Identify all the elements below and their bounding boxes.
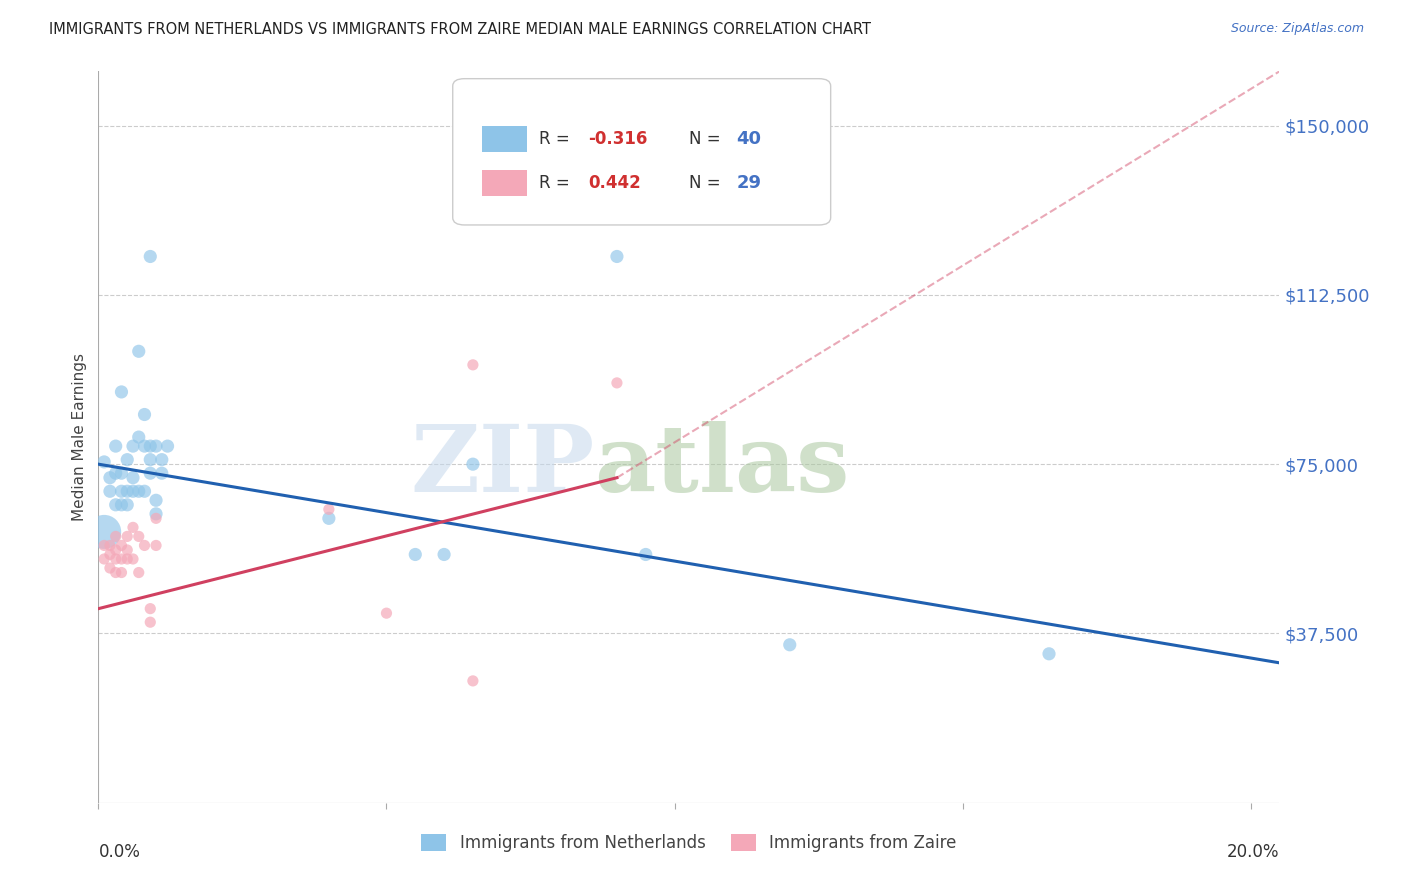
Text: Source: ZipAtlas.com: Source: ZipAtlas.com	[1230, 22, 1364, 36]
Point	[150, 466, 173, 480]
Point	[110, 552, 132, 566]
Point	[122, 471, 145, 485]
Point	[115, 552, 138, 566]
Point	[606, 250, 628, 264]
Point	[98, 484, 121, 499]
Point	[128, 484, 150, 499]
Text: 29: 29	[737, 174, 761, 192]
Point	[461, 358, 484, 372]
Point	[145, 511, 167, 525]
Point	[115, 452, 138, 467]
Point	[128, 529, 150, 543]
Point	[110, 566, 132, 580]
Point	[461, 457, 484, 471]
Point	[104, 543, 127, 558]
Point	[318, 502, 340, 516]
Point	[93, 538, 115, 552]
Point	[150, 452, 173, 467]
Point	[104, 439, 127, 453]
Text: atlas: atlas	[595, 421, 849, 511]
Point	[98, 561, 121, 575]
Point	[98, 548, 121, 562]
Point	[461, 673, 484, 688]
FancyBboxPatch shape	[482, 170, 527, 195]
Point	[139, 601, 162, 615]
Point	[93, 455, 115, 469]
Point	[104, 466, 127, 480]
Point	[93, 552, 115, 566]
Point	[606, 376, 628, 390]
Point	[433, 548, 456, 562]
Point	[115, 529, 138, 543]
Point	[110, 538, 132, 552]
Point	[128, 566, 150, 580]
Text: -0.316: -0.316	[589, 129, 648, 148]
Point	[134, 484, 156, 499]
Point	[122, 484, 145, 499]
Text: 0.442: 0.442	[589, 174, 641, 192]
Text: R =: R =	[538, 129, 575, 148]
Point	[110, 498, 132, 512]
Point	[318, 511, 340, 525]
Point	[104, 566, 127, 580]
Point	[128, 344, 150, 359]
Point	[139, 466, 162, 480]
Text: 20.0%: 20.0%	[1227, 843, 1279, 861]
Point	[104, 498, 127, 512]
Point	[115, 484, 138, 499]
Text: N =: N =	[689, 174, 725, 192]
Point	[139, 452, 162, 467]
Legend: Immigrants from Netherlands, Immigrants from Zaire: Immigrants from Netherlands, Immigrants …	[413, 825, 965, 860]
Point	[156, 439, 179, 453]
Point	[145, 439, 167, 453]
Point	[145, 507, 167, 521]
Point	[134, 439, 156, 453]
Text: N =: N =	[689, 129, 725, 148]
Text: 0.0%: 0.0%	[98, 843, 141, 861]
Point	[122, 520, 145, 534]
Point	[375, 606, 398, 620]
Point	[404, 548, 426, 562]
Point	[1038, 647, 1060, 661]
Text: R =: R =	[538, 174, 575, 192]
Point	[779, 638, 801, 652]
Point	[98, 538, 121, 552]
Point	[134, 408, 156, 422]
Point	[139, 250, 162, 264]
Text: IMMIGRANTS FROM NETHERLANDS VS IMMIGRANTS FROM ZAIRE MEDIAN MALE EARNINGS CORREL: IMMIGRANTS FROM NETHERLANDS VS IMMIGRANT…	[49, 22, 872, 37]
Point	[115, 498, 138, 512]
FancyBboxPatch shape	[482, 127, 527, 152]
Point	[98, 471, 121, 485]
Point	[122, 439, 145, 453]
Point	[110, 484, 132, 499]
Text: ZIP: ZIP	[411, 421, 595, 511]
Point	[104, 529, 127, 543]
Point	[139, 615, 162, 630]
Point	[93, 524, 115, 539]
Text: 40: 40	[737, 129, 761, 148]
Point	[110, 384, 132, 399]
Point	[110, 466, 132, 480]
Point	[634, 548, 657, 562]
Point	[145, 538, 167, 552]
Point	[104, 552, 127, 566]
Point	[139, 439, 162, 453]
Point	[134, 538, 156, 552]
Point	[128, 430, 150, 444]
Point	[115, 543, 138, 558]
Point	[122, 552, 145, 566]
FancyBboxPatch shape	[453, 78, 831, 225]
Point	[145, 493, 167, 508]
Y-axis label: Median Male Earnings: Median Male Earnings	[72, 353, 87, 521]
